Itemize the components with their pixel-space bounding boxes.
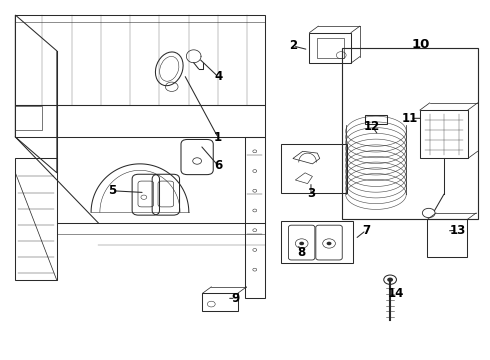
Bar: [281, 221, 353, 263]
Text: 3: 3: [307, 187, 315, 200]
Bar: [365, 115, 387, 124]
Text: 6: 6: [214, 159, 222, 172]
Text: 1: 1: [214, 131, 222, 144]
Text: 11: 11: [402, 112, 418, 125]
Circle shape: [299, 242, 304, 245]
Text: 9: 9: [232, 292, 240, 305]
Text: 8: 8: [297, 246, 305, 259]
Bar: [281, 144, 346, 193]
Text: 12: 12: [364, 120, 380, 133]
Text: 7: 7: [362, 224, 370, 237]
Bar: [15, 107, 42, 130]
Bar: [202, 293, 238, 311]
Text: 14: 14: [387, 287, 404, 300]
Text: 2: 2: [289, 39, 297, 52]
Text: 5: 5: [108, 184, 116, 197]
Text: 10: 10: [412, 38, 430, 51]
Bar: [427, 220, 467, 257]
Bar: [310, 33, 351, 63]
Text: 4: 4: [214, 70, 222, 83]
Circle shape: [327, 242, 331, 245]
Bar: [317, 38, 343, 58]
Text: 13: 13: [449, 224, 466, 237]
Bar: [420, 110, 468, 158]
Circle shape: [387, 278, 393, 282]
Bar: [342, 48, 478, 220]
